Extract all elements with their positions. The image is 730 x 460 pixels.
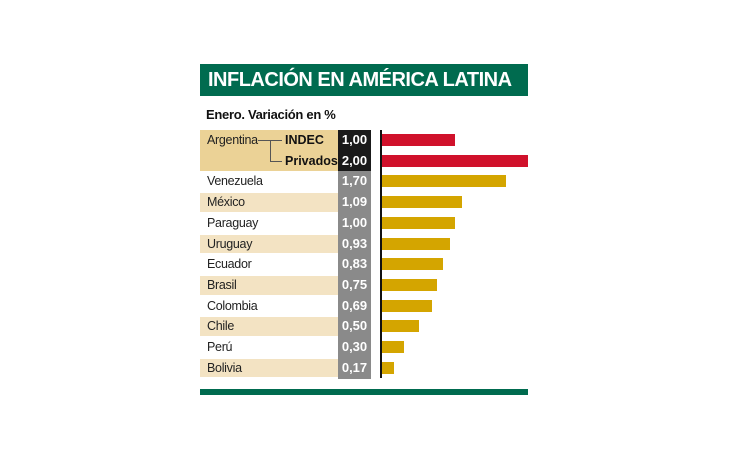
category-label: Perú [207,340,233,354]
row-shade [200,317,338,336]
value-label: 1,70 [338,171,371,193]
row-shade [200,275,338,295]
category-label: Venezuela [207,174,263,189]
category-label: Paraguay [207,215,259,230]
chart-subtitle: Enero. Variación en % [206,107,336,122]
category-label: Argentina [207,133,258,147]
bar [382,175,507,188]
value-label: 1,00 [338,130,371,151]
value-label: 0,83 [338,254,371,276]
value-label: 0,93 [338,233,371,255]
category-label: Bolivia [207,360,242,375]
value-label: 0,50 [338,316,371,338]
category-label: Brasil [207,277,237,292]
bar [382,320,419,333]
bar [382,216,455,229]
bar [382,237,450,250]
bar [382,196,462,209]
category-label: Uruguay [207,236,253,251]
value-label: 0,30 [338,337,371,359]
series-label: Privados [285,153,338,168]
value-label: 2,00 [338,150,371,172]
bar [382,341,404,353]
category-label: Colombia [207,298,258,313]
bar [382,134,455,146]
chart-title: INFLACIÓN EN AMÉRICA LATINA [200,64,528,96]
bar [382,258,443,271]
value-label: 0,17 [338,357,371,379]
series-label: INDEC [285,133,324,147]
row-shade [200,358,338,378]
bar [382,361,395,374]
category-label: Chile [207,319,234,334]
row-shade [200,234,338,254]
argentina-shade [200,130,338,172]
value-label: 0,69 [338,295,371,317]
bar [382,278,437,291]
value-label: 1,09 [338,192,371,214]
value-label: 0,75 [338,274,371,297]
category-label: México [207,195,245,210]
bar [382,299,433,312]
connector [270,140,282,162]
axis-line [380,130,382,378]
footer-bar [200,389,528,395]
connector [258,140,270,141]
value-label: 1,00 [338,212,371,234]
row-shade [200,193,338,212]
bar [382,154,528,167]
category-label: Ecuador [207,257,252,272]
